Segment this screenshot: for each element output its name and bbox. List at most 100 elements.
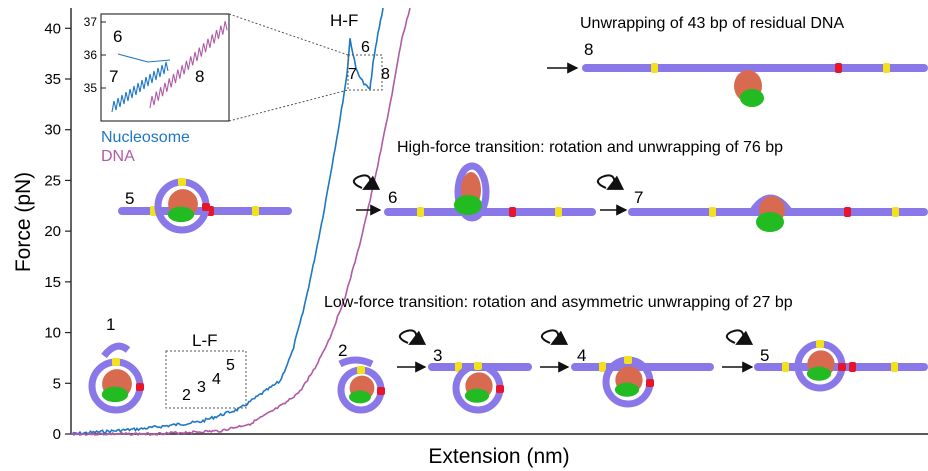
state-1-label: 1 <box>106 315 115 334</box>
nucleosome-curve <box>70 7 384 436</box>
x-axis-label: Extension (nm) <box>428 445 569 468</box>
dna-strand <box>582 63 928 107</box>
state-4-illustration: 4 <box>540 329 714 408</box>
y-tick-label: 15 <box>44 274 61 291</box>
state-6-label: 6 <box>388 188 397 207</box>
rotation-icon <box>725 329 754 345</box>
y-tick-label: 5 <box>53 375 61 392</box>
yellow-marker <box>892 207 899 217</box>
inset-nucleosome-trace <box>111 53 171 113</box>
histone-domain <box>806 366 832 381</box>
hf-label: H-F <box>330 11 358 30</box>
y-tick-label: 20 <box>44 223 61 240</box>
inset-dna-trace <box>149 21 228 109</box>
yellow-marker <box>651 63 658 73</box>
state-3-label: 3 <box>433 346 442 365</box>
yellow-marker <box>474 362 482 370</box>
inset-y-tick-label: 35 <box>84 81 98 95</box>
yellow-marker <box>624 356 632 364</box>
zoom-line-top <box>228 13 349 56</box>
histone-domain <box>614 382 640 397</box>
y-tick-label: 10 <box>44 325 61 342</box>
state-3-illustration: 3 <box>397 329 532 414</box>
state-2-illustration: 2 <box>337 341 385 414</box>
histone-domain <box>464 388 490 403</box>
state-6-illustration: 6 <box>352 162 596 222</box>
state-8-illustration: 8 <box>547 40 928 107</box>
yellow-marker <box>883 63 890 73</box>
rotation-icon <box>540 329 569 345</box>
yellow-marker <box>816 340 824 348</box>
red-marker <box>646 379 654 387</box>
yellow-marker <box>357 366 365 374</box>
lf-label: L-F <box>192 331 218 350</box>
red-marker <box>509 207 516 217</box>
lf-state-5: 5 <box>226 357 235 374</box>
state-5-lf-label: 5 <box>760 346 769 365</box>
yellow-marker <box>891 362 898 372</box>
histone-domain <box>756 212 784 232</box>
state-1-illustration: 1 <box>88 315 144 414</box>
zoom-line-bottom <box>228 89 349 122</box>
inset-y-ticks: 35 36 37 <box>84 15 106 95</box>
red-marker <box>835 63 842 73</box>
histone-domain <box>101 386 129 403</box>
nucleosome-model <box>754 340 928 392</box>
inset-state-8: 8 <box>195 67 204 86</box>
red-marker <box>377 387 385 395</box>
hf-state-8: 8 <box>381 66 390 83</box>
dna-strand <box>628 194 928 232</box>
red-marker <box>838 363 846 371</box>
yellow-marker <box>599 362 606 372</box>
hf-region: H-F 6 7 8 <box>330 11 390 91</box>
inset-y-tick-label: 37 <box>84 15 98 29</box>
dna-arm <box>101 342 131 359</box>
lf-region: L-F 2 3 4 5 <box>165 331 247 409</box>
yellow-marker <box>417 207 424 217</box>
red-marker <box>844 207 851 217</box>
legend-dna: DNA <box>101 148 135 165</box>
lf-state-3: 3 <box>197 379 206 396</box>
dna-strand <box>118 178 292 234</box>
state-4-label: 4 <box>577 346 586 365</box>
y-tick-label: 25 <box>44 172 61 189</box>
histone-domain <box>349 390 371 404</box>
dna-arm <box>338 356 374 368</box>
dna-curve <box>70 7 411 437</box>
yellow-marker <box>112 358 120 366</box>
histone-domain <box>454 195 482 215</box>
y-tick-label: 40 <box>44 20 61 37</box>
hf-state-7: 7 <box>348 66 357 83</box>
histone-domain <box>740 89 764 107</box>
red-marker <box>849 362 856 372</box>
state-5-illustration: 5 <box>118 178 292 234</box>
yellow-marker <box>455 362 462 372</box>
yellow-marker <box>782 362 789 372</box>
nucleosome-model <box>571 356 714 408</box>
lf-box <box>165 350 247 409</box>
hf-box <box>347 54 383 91</box>
inset: 35 36 37 6 7 8 Nucleosome DNA <box>84 13 349 165</box>
rotation-icon <box>596 174 625 190</box>
state-2-label: 2 <box>338 341 347 360</box>
nucleosome-model <box>428 362 532 414</box>
y-ticks: 0 5 10 15 20 25 30 35 40 <box>44 20 71 443</box>
state-8-label: 8 <box>584 40 593 59</box>
yellow-marker <box>252 206 259 216</box>
panel-title-high-force: High-force transition: rotation and unwr… <box>397 139 783 156</box>
red-marker <box>496 385 504 393</box>
red-marker <box>202 203 210 211</box>
lf-state-2: 2 <box>182 387 191 404</box>
yellow-marker <box>555 207 562 217</box>
panel-title-low-force: Low-force transition: rotation and asymm… <box>324 294 793 311</box>
yellow-marker <box>178 178 186 186</box>
lf-state-4: 4 <box>212 371 221 388</box>
rotation-icon <box>352 174 381 190</box>
y-tick-label: 0 <box>53 426 61 443</box>
red-marker <box>136 383 144 391</box>
nucleosome-model <box>337 356 385 414</box>
dna-wrap <box>454 162 490 222</box>
inset-state-7: 7 <box>109 67 118 86</box>
